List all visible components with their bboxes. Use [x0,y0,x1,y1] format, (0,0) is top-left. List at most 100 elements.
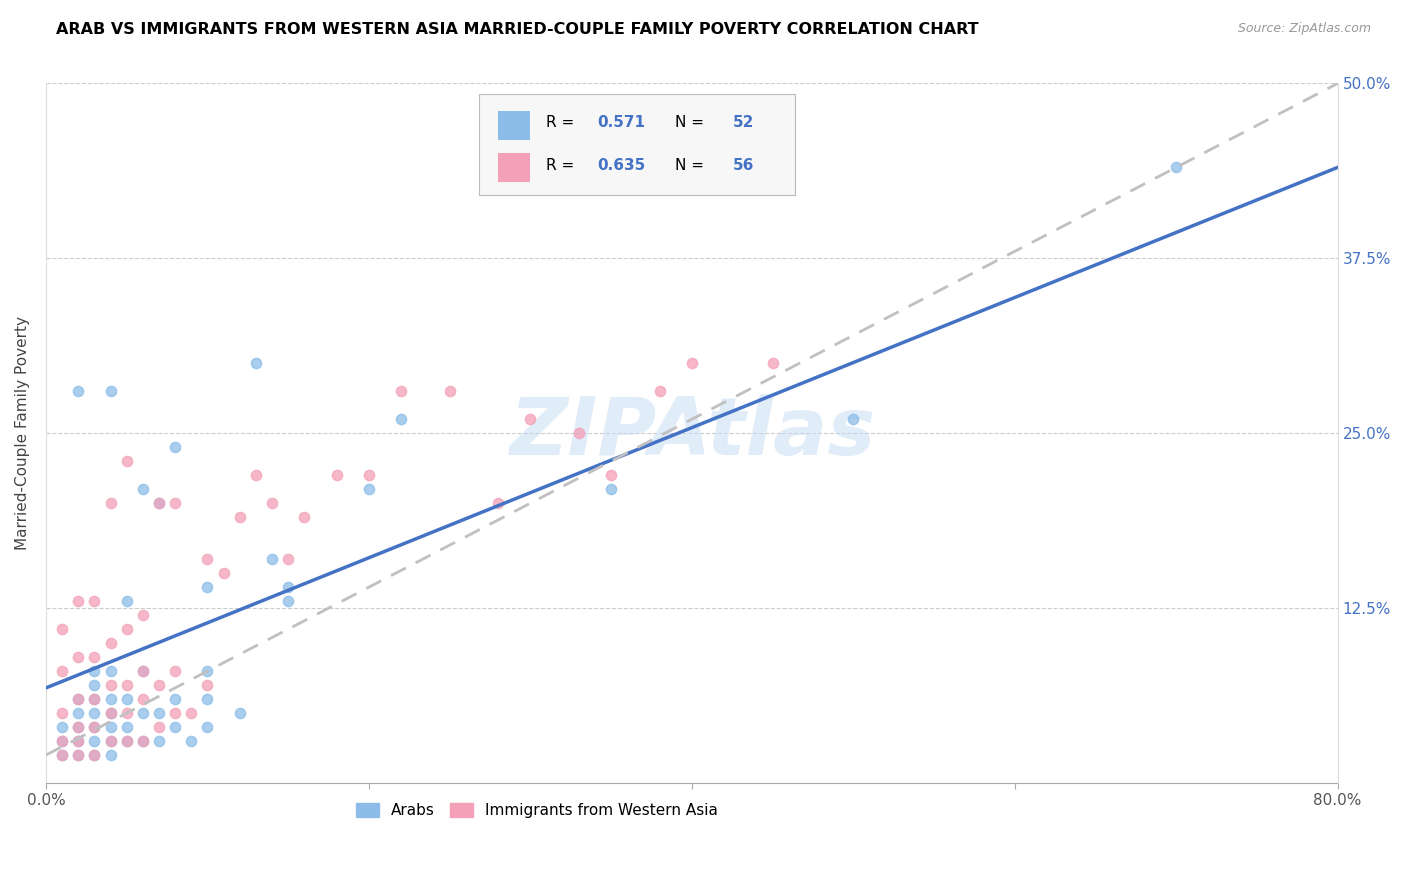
Point [600,468,623,483]
Point [100,747,122,762]
Text: 0.571: 0.571 [598,115,645,130]
Point [67,747,90,762]
FancyBboxPatch shape [498,111,530,140]
Point [51,747,73,762]
Point [180,706,202,720]
Point [842,412,865,426]
Point [132,664,155,678]
Point [148,496,170,510]
Point [100,636,122,650]
Point [180,734,202,748]
Point [389,412,412,426]
Point [51,664,73,678]
Point [212,566,235,581]
Point [648,384,671,399]
Point [132,482,155,496]
Point [51,622,73,636]
Point [600,482,623,496]
Point [245,356,267,370]
Point [67,594,90,608]
Text: ZIPAtlas: ZIPAtlas [509,394,875,472]
Point [260,552,283,566]
Point [148,706,170,720]
Point [115,454,138,468]
Point [115,594,138,608]
Point [115,720,138,734]
Point [292,510,315,524]
Point [83,734,105,748]
Point [228,706,250,720]
Point [245,468,267,483]
Text: 56: 56 [733,158,755,173]
Point [132,608,155,623]
Point [100,734,122,748]
Point [100,496,122,510]
Point [1166,161,1188,175]
Point [325,468,347,483]
Text: N =: N = [675,115,709,130]
Point [165,692,187,706]
Point [165,496,187,510]
Point [197,552,219,566]
Point [115,734,138,748]
Point [568,426,591,441]
Point [165,706,187,720]
Text: R =: R = [546,158,579,173]
FancyBboxPatch shape [498,153,530,183]
Point [439,384,461,399]
Point [100,678,122,692]
Point [197,720,219,734]
Point [115,734,138,748]
Text: N =: N = [675,158,709,173]
Text: R =: R = [546,115,579,130]
Point [100,720,122,734]
Text: 52: 52 [733,115,755,130]
Point [67,734,90,748]
Point [67,692,90,706]
Point [67,706,90,720]
Point [197,580,219,594]
Point [83,594,105,608]
Point [115,706,138,720]
Point [165,440,187,454]
Point [115,622,138,636]
Point [277,594,299,608]
Point [51,720,73,734]
Point [228,510,250,524]
Point [132,734,155,748]
Point [260,496,283,510]
Point [197,692,219,706]
Point [148,496,170,510]
Point [486,496,509,510]
Point [67,734,90,748]
Legend: Arabs, Immigrants from Western Asia: Arabs, Immigrants from Western Asia [350,797,724,824]
Point [357,468,380,483]
Point [83,692,105,706]
Point [51,734,73,748]
Point [357,482,380,496]
Point [67,384,90,399]
Point [67,720,90,734]
Point [389,384,412,399]
Point [148,720,170,734]
Point [519,412,541,426]
Point [100,734,122,748]
Point [67,650,90,665]
Point [148,734,170,748]
Point [83,678,105,692]
Point [67,692,90,706]
Point [165,664,187,678]
Point [83,664,105,678]
Point [165,720,187,734]
Point [100,706,122,720]
Point [83,692,105,706]
Point [761,356,783,370]
Point [51,747,73,762]
Y-axis label: Married-Couple Family Poverty: Married-Couple Family Poverty [15,317,30,550]
Point [83,747,105,762]
Point [100,384,122,399]
Point [148,678,170,692]
Point [67,720,90,734]
Point [197,678,219,692]
Point [277,580,299,594]
